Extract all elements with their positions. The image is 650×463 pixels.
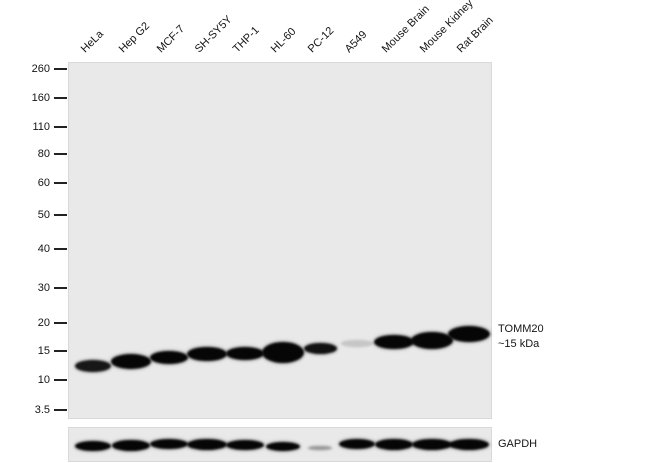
main-band-mouse-brain [374,335,414,349]
annotation-target-size: ~15 kDa [498,338,540,350]
marker-tick [54,126,67,128]
lane-label: HeLa [78,28,106,56]
marker-label: 110 [32,121,50,133]
main-band-hep-g2 [111,353,151,369]
main-band-rat-brain [448,326,490,342]
gapdh-band-mouse-kidney [412,438,452,450]
marker-tick [54,248,67,250]
annotation-target: TOMM20 [498,323,544,335]
marker-label: 30 [37,282,50,294]
main-band-pc-12 [303,342,337,354]
marker-label: 15 [37,345,50,357]
marker-tick [54,287,67,289]
main-band-sh-sy5y [187,347,227,361]
gapdh-band-hela [75,441,111,451]
annotation-loading-control: GAPDH [498,438,538,450]
marker-label: 10 [37,374,50,386]
marker-tick [54,350,67,352]
marker-tick [54,68,67,70]
main-band-mouse-kidney [411,331,453,349]
gapdh-band-a549 [339,439,375,449]
gapdh-band-rat-brain [449,438,489,450]
marker-label: 3.5 [34,404,50,416]
marker-tick [54,379,67,381]
main-band-thp-1 [226,346,264,360]
gapdh-band-pc-12 [308,446,332,450]
marker-label: 60 [37,177,50,189]
marker-tick [54,182,67,184]
marker-tick [54,214,67,216]
lane-label: HL-60 [268,25,299,56]
main-band-hela [75,360,111,372]
marker-tick [54,409,67,411]
gapdh-band-mcf-7 [150,439,188,449]
marker-tick [54,153,67,155]
gapdh-band-sh-sy5y [187,438,227,450]
lane-label: MCF-7 [154,23,188,56]
marker-tick [54,322,67,324]
gapdh-band-hl-60 [266,441,300,451]
marker-tick [54,97,67,99]
main-band-mcf-7 [150,350,188,364]
marker-label: 50 [37,209,50,221]
main-band-a549 [341,339,373,347]
gapdh-band-thp-1 [226,440,264,450]
main-band-hl-60 [262,341,304,363]
gapdh-band-mouse-brain [375,438,413,450]
marker-label: 40 [37,243,50,255]
marker-label: 20 [37,317,50,329]
marker-label: 160 [31,92,50,104]
lane-label: SH-SY5Y [192,13,235,56]
lane-label: THP-1 [230,24,262,56]
lane-label: Hep G2 [116,19,153,56]
marker-label: 260 [31,63,50,75]
gapdh-band-hep-g2 [112,439,150,451]
marker-label: 80 [37,148,50,160]
lane-label: A549 [342,28,370,56]
lane-label: PC-12 [305,24,337,56]
